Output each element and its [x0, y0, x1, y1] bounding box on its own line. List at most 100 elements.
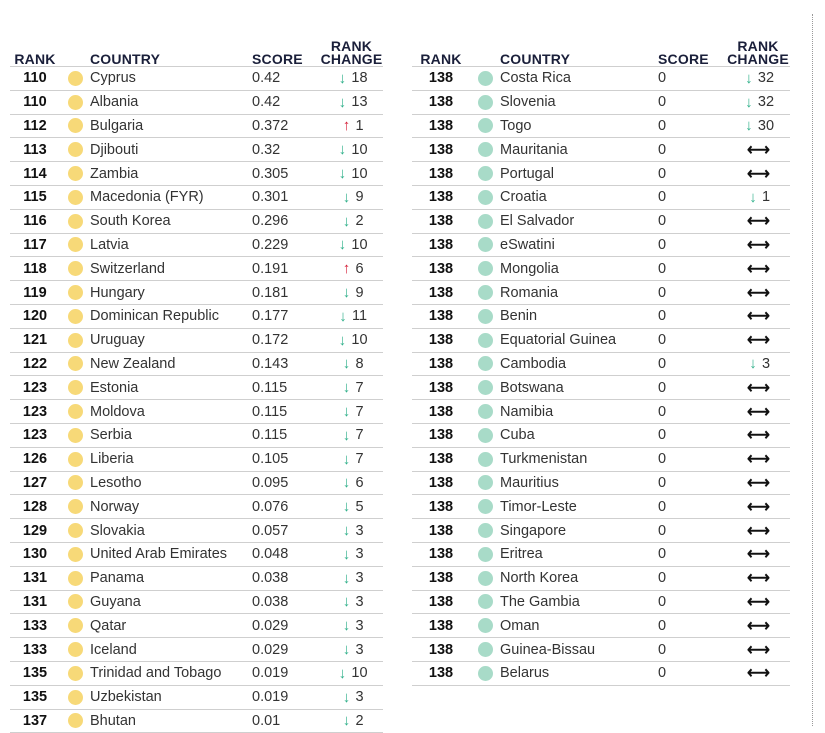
rank-cell: 127	[22, 474, 48, 491]
arrow-left-right-icon: ⟷	[747, 617, 770, 635]
arrow-down-icon: ↓	[342, 426, 351, 444]
rank-change-value: 1	[355, 117, 364, 134]
table-row: 123 Serbia 0.115 ↓ 7	[10, 422, 383, 447]
score-cell: 0	[658, 260, 667, 277]
rank-change-cell: ↓ 10	[320, 665, 383, 682]
rank-cell: 138	[428, 665, 454, 682]
status-dot-icon	[67, 118, 83, 134]
rank-change-cell: ↓ 3	[726, 355, 790, 372]
country-cell: Botswana	[500, 379, 564, 396]
rank-change-cell: ↓ 18	[320, 70, 383, 87]
rank-cell: 138	[428, 474, 454, 491]
status-dot-icon	[67, 451, 83, 467]
table-row: 138 Benin 0 ⟷	[412, 303, 790, 328]
rank-change-cell: ↓ 2	[320, 213, 383, 230]
rank-cell: 138	[428, 403, 454, 420]
rank-cell: 128	[22, 498, 48, 515]
country-cell: Namibia	[500, 403, 554, 420]
status-dot-icon	[67, 570, 83, 586]
arrow-left-right-icon: ⟷	[747, 641, 770, 659]
score-cell: 0	[658, 189, 667, 206]
arrow-down-icon: ↓	[342, 379, 351, 397]
rank-cell: 120	[22, 308, 48, 325]
status-dot-icon	[67, 665, 83, 681]
table-row: 138 Mauritius 0 ⟷	[412, 470, 790, 495]
country-cell: Uruguay	[90, 332, 145, 349]
country-cell: Qatar	[90, 617, 127, 634]
rank-change-value: 9	[355, 189, 364, 206]
rank-change-cell: ⟷	[726, 378, 790, 398]
country-cell: Albania	[90, 94, 139, 111]
status-dot-icon	[67, 642, 83, 658]
arrow-down-icon: ↓	[338, 93, 347, 111]
arrow-left-right-icon: ⟷	[747, 522, 770, 540]
table-row: 138 Cambodia 0 ↓ 3	[412, 351, 790, 376]
arrow-down-icon: ↓	[745, 93, 753, 111]
rank-change-cell: ↓ 9	[320, 284, 383, 301]
rank-change-value: 10	[351, 665, 368, 682]
arrow-down-icon: ↓	[338, 69, 347, 87]
rank-change-cell: ↓ 3	[320, 617, 383, 634]
table-row: 138 eSwatini 0 ⟷	[412, 232, 790, 257]
country-cell: Eritrea	[500, 546, 543, 563]
score-cell: 0	[658, 570, 667, 587]
rank-cell: 138	[428, 94, 454, 111]
table-row: 122 New Zealand 0.143 ↓ 8	[10, 351, 383, 376]
rank-change-value: 2	[355, 712, 364, 729]
table-row: 133 Qatar 0.029 ↓ 3	[10, 613, 383, 637]
table-row: 138 Portugal 0 ⟷	[412, 161, 790, 185]
table-row: 123 Moldova 0.115 ↓ 7	[10, 399, 383, 423]
arrow-down-icon: ↓	[342, 593, 351, 611]
rank-cell: 116	[23, 213, 47, 230]
score-cell: 0	[658, 617, 667, 634]
status-dot-icon	[477, 285, 493, 301]
score-cell: 0	[658, 641, 667, 658]
table-row: 138 Slovenia 0 ↓ 32	[412, 89, 790, 114]
rank-change-value: 3	[355, 641, 364, 658]
country-cell: Bhutan	[90, 712, 136, 729]
status-dot-icon	[67, 689, 83, 705]
country-cell: Turkmenistan	[500, 451, 588, 468]
score-cell: 0.038	[252, 570, 289, 587]
rank-change-value: 6	[355, 474, 364, 491]
rank-cell: 138	[428, 308, 454, 325]
rank-change-value: 10	[351, 141, 368, 158]
table-body: 110 Cyprus 0.42 ↓ 18 110 Albania 0.42 ↓ 13 112 Bulg…	[10, 66, 383, 733]
country-cell: Guinea-Bissau	[500, 641, 596, 658]
status-dot-icon	[67, 285, 83, 301]
score-cell: 0.029	[252, 617, 289, 634]
status-dot-icon	[67, 237, 83, 253]
country-header: COUNTRY	[90, 53, 161, 66]
table-row: 138 El Salvador 0 ⟷	[412, 208, 790, 233]
status-dot-icon	[67, 546, 83, 562]
rank-cell: 123	[22, 379, 48, 396]
country-cell: Mauritius	[500, 474, 559, 491]
table-row: 138 Singapore 0 ⟷	[412, 518, 790, 542]
country-cell: Dominican Republic	[90, 308, 219, 325]
rank-change-header: RANK CHANGE	[320, 38, 383, 67]
rank-cell: 138	[428, 141, 454, 158]
rank-change-value: 3	[355, 617, 364, 634]
arrow-left-right-icon: ⟷	[747, 213, 770, 231]
arrow-left-right-icon: ⟷	[747, 498, 770, 516]
rank-change-value: 3	[355, 570, 364, 587]
score-cell: 0.019	[252, 665, 289, 682]
rank-change-header: RANK CHANGE	[727, 38, 789, 67]
rank-change-cell: ↑ 1	[320, 117, 383, 134]
arrow-down-icon: ↓	[745, 117, 753, 135]
rank-cell: 133	[22, 617, 48, 634]
status-dot-icon	[67, 166, 83, 182]
status-dot-icon	[477, 261, 493, 277]
score-cell: 0.305	[252, 165, 289, 182]
country-cell: Moldova	[90, 403, 145, 420]
country-header: COUNTRY	[500, 53, 571, 66]
arrow-down-icon: ↓	[749, 355, 757, 373]
rank-change-cell: ↓ 10	[320, 141, 383, 158]
score-cell: 0.095	[252, 474, 289, 491]
rank-change-value: 8	[355, 355, 364, 372]
rank-cell: 117	[23, 236, 47, 253]
table-row: 128 Norway 0.076 ↓ 5	[10, 494, 383, 518]
country-cell: El Salvador	[500, 213, 575, 230]
table-row: 135 Uzbekistan 0.019 ↓ 3	[10, 684, 383, 709]
rank-cell: 123	[22, 403, 48, 420]
